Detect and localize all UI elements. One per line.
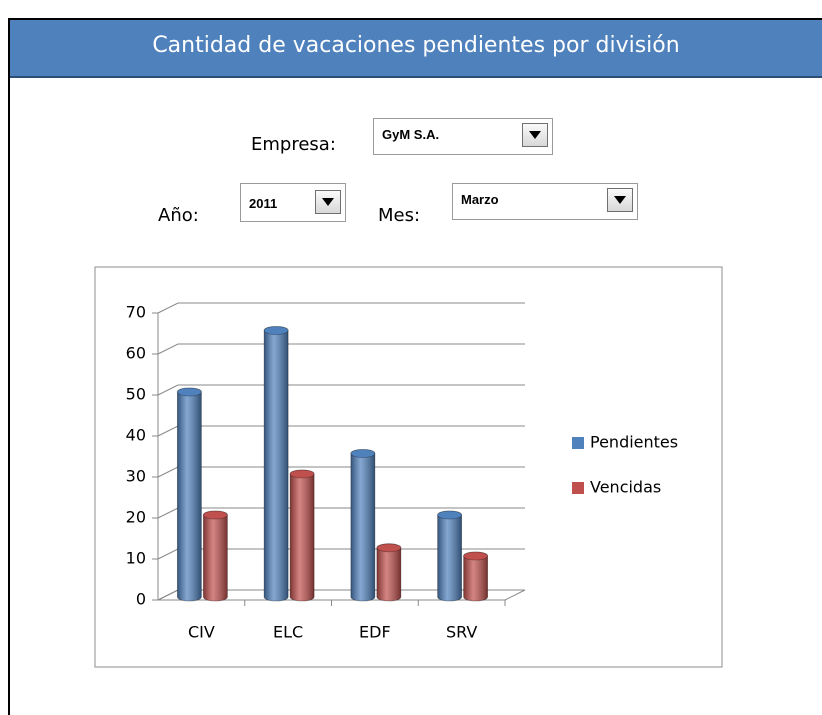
dropdown-button[interactable] <box>315 190 341 214</box>
bar <box>176 387 202 602</box>
mes-label: Mes: <box>378 205 421 226</box>
window-frame <box>8 18 822 715</box>
bar-shade <box>263 326 289 602</box>
bar-cap <box>263 326 289 335</box>
legend-label: Vencidas <box>590 478 661 497</box>
bar-shade <box>176 387 202 602</box>
bar-cap <box>437 510 463 520</box>
y-tick-label: 20 <box>126 508 146 527</box>
bar-shade <box>350 449 376 602</box>
empresa-label: Empresa: <box>251 134 336 155</box>
y-tick-label: 30 <box>126 467 146 486</box>
arrow-icon <box>322 198 334 206</box>
bar-cap <box>176 387 202 397</box>
bar <box>289 469 315 602</box>
empresa-value: GyM S.A. <box>382 127 440 142</box>
anio-value: 2011 <box>249 196 278 211</box>
bar-shade <box>437 510 463 602</box>
arrow-icon <box>614 196 626 204</box>
x-tick-label: ELC <box>273 623 303 642</box>
grid-line <box>157 384 525 396</box>
legend-swatch <box>572 437 584 449</box>
bar <box>350 449 376 602</box>
x-tick-label: CIV <box>188 623 215 642</box>
bar-cap <box>376 543 402 553</box>
bar-shade <box>289 469 315 602</box>
legend-label: Pendientes <box>590 433 678 452</box>
y-tick-label: 0 <box>136 590 146 609</box>
mes-dropdown[interactable]: Marzo <box>452 183 638 220</box>
bar <box>376 543 402 602</box>
bar <box>437 510 463 602</box>
bar <box>202 510 228 602</box>
dropdown-button[interactable] <box>522 123 548 147</box>
x-tick-label: SRV <box>446 623 477 642</box>
x-tick-label: EDF <box>359 623 391 642</box>
y-tick-label: 70 <box>126 303 146 322</box>
dropdown-button[interactable] <box>607 188 633 212</box>
bar <box>263 326 289 602</box>
bar <box>463 551 489 602</box>
legend-swatch <box>572 482 584 494</box>
mes-value: Marzo <box>461 192 499 207</box>
header-title: Cantidad de vacaciones pendientes por di… <box>10 20 822 78</box>
bar-cap <box>289 469 315 479</box>
empresa-dropdown[interactable]: GyM S.A. <box>373 118 553 155</box>
bar-shade <box>376 543 402 602</box>
grid-line <box>157 302 525 314</box>
bar-cap <box>463 551 489 561</box>
y-tick-label: 10 <box>126 549 146 568</box>
anio-label: Año: <box>158 205 199 226</box>
bar-shade <box>202 510 228 602</box>
grid-line <box>157 343 525 355</box>
anio-dropdown[interactable]: 2011 <box>240 183 346 222</box>
arrow-icon <box>529 131 541 139</box>
bar-cap <box>350 449 376 458</box>
y-tick-label: 50 <box>126 385 146 404</box>
bar-cap <box>202 510 228 520</box>
y-tick-label: 60 <box>126 344 146 363</box>
y-tick-label: 40 <box>126 426 146 445</box>
